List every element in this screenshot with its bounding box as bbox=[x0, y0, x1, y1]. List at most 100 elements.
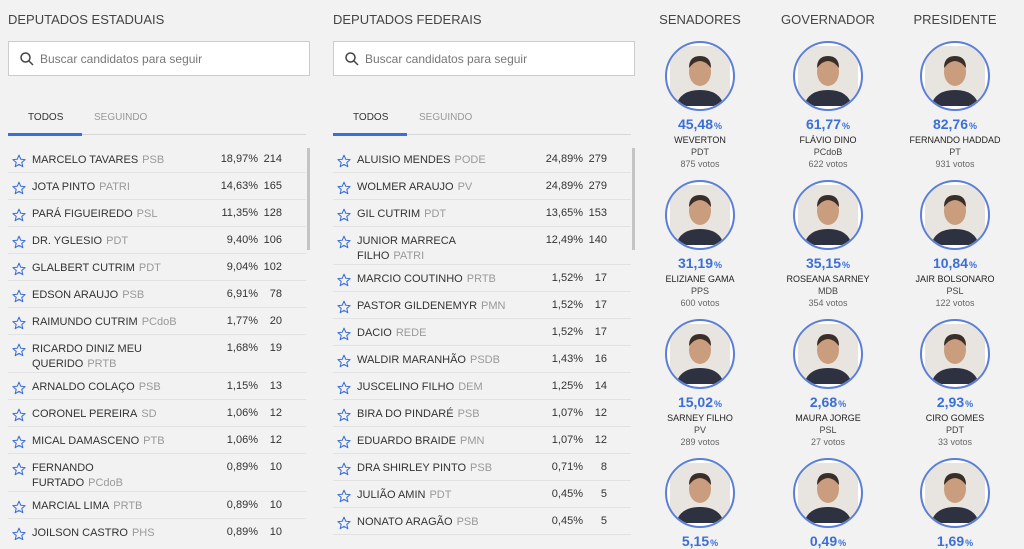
candidate-card[interactable]: 31,19% ELIZIANE GAMA PPS 600 votos bbox=[640, 180, 760, 308]
candidate-card[interactable]: 5,15% bbox=[640, 458, 760, 549]
candidate-name: JULIÃO AMIN bbox=[357, 489, 426, 501]
search-box[interactable]: Buscar candidatos para seguir bbox=[333, 41, 635, 76]
star-icon[interactable] bbox=[337, 408, 351, 422]
tab[interactable]: SEGUINDO bbox=[419, 112, 473, 123]
candidate-cell: PASTOR GILDENEMYR PMN bbox=[357, 299, 507, 314]
star-icon[interactable] bbox=[12, 154, 26, 168]
candidate-votes: 128 bbox=[263, 207, 282, 219]
candidate-name: JUNIOR MARRECA FILHO bbox=[357, 235, 456, 262]
star-icon[interactable] bbox=[12, 343, 26, 357]
candidate-cell: MICAL DAMASCENO PTB bbox=[32, 434, 182, 449]
candidate-percent: 1,77% bbox=[226, 315, 258, 327]
candidate-cell: MARCELO TAVARES PSB bbox=[32, 153, 182, 168]
percent-value: 82,76 bbox=[932, 116, 969, 132]
star-icon[interactable] bbox=[12, 408, 26, 422]
avatar-photo bbox=[925, 463, 985, 523]
star-icon[interactable] bbox=[12, 208, 26, 222]
star-icon[interactable] bbox=[337, 181, 351, 195]
percent-value: 35,15 bbox=[805, 255, 842, 271]
candidate-percent: 1,06% bbox=[226, 434, 258, 446]
candidate-votes: 622 votos bbox=[808, 159, 848, 169]
race-column: GOVERNADOR 61,77% FLÁVIO DINO PCdoB 622 voto… bbox=[768, 0, 888, 549]
candidate-card[interactable]: 82,76% FERNANDO HADDAD PT 931 votos bbox=[895, 41, 1015, 169]
candidate-percent: 1,07% bbox=[551, 407, 583, 419]
candidate-card[interactable]: 1,69% bbox=[895, 458, 1015, 549]
candidate-percent: 1,43% bbox=[551, 353, 583, 365]
candidate-card[interactable]: 35,15% ROSEANA SARNEY MDB 354 votos bbox=[768, 180, 888, 308]
search-box[interactable]: Buscar candidatos para seguir bbox=[8, 41, 310, 76]
candidate-party: PDT bbox=[106, 235, 129, 247]
star-icon[interactable] bbox=[12, 181, 26, 195]
percent-value: 5,15 bbox=[681, 533, 710, 549]
star-icon[interactable] bbox=[12, 235, 26, 249]
star-icon[interactable] bbox=[12, 289, 26, 303]
tab[interactable]: SEGUINDO bbox=[94, 112, 148, 123]
candidate-card[interactable]: 0,49% bbox=[768, 458, 888, 549]
candidate-party: PV bbox=[693, 425, 706, 435]
candidate-name: DRA SHIRLEY PINTO bbox=[357, 462, 467, 474]
star-icon[interactable] bbox=[337, 300, 351, 314]
star-icon[interactable] bbox=[12, 500, 26, 514]
candidate-name: ARNALDO COLAÇO bbox=[32, 381, 135, 393]
candidate-percent: 0,45% bbox=[551, 488, 583, 500]
candidate-votes: 289 votos bbox=[680, 437, 720, 447]
percent-value: 61,77 bbox=[805, 116, 842, 132]
candidate-row: MARCIO COUTINHO PRTB 1,52% 17 bbox=[333, 265, 631, 292]
tab-underline bbox=[333, 133, 407, 136]
star-icon[interactable] bbox=[12, 381, 26, 395]
candidate-card[interactable]: 15,02% SARNEY FILHO PV 289 votos bbox=[640, 319, 760, 447]
candidate-party: PRTB bbox=[113, 500, 143, 512]
star-icon[interactable] bbox=[12, 435, 26, 449]
candidate-card[interactable]: 61,77% FLÁVIO DINO PCdoB 622 votos bbox=[768, 41, 888, 169]
percent-unit: % bbox=[969, 260, 978, 270]
candidate-row: ALUISIO MENDES PODE 24,89% 279 bbox=[333, 146, 631, 173]
avatar-photo bbox=[798, 463, 858, 523]
star-icon[interactable] bbox=[12, 527, 26, 540]
candidate-card[interactable]: 45,48% WEVERTON PDT 875 votos bbox=[640, 41, 760, 169]
avatar bbox=[920, 458, 990, 528]
candidate-row: CORONEL PEREIRA SD 1,06% 12 bbox=[8, 400, 306, 427]
candidate-card[interactable]: 2,68% MAURA JORGE PSL 27 votos bbox=[768, 319, 888, 447]
candidate-party: PDT bbox=[424, 208, 447, 220]
star-icon[interactable] bbox=[337, 462, 351, 476]
avatar-photo bbox=[670, 324, 730, 384]
star-icon[interactable] bbox=[337, 235, 351, 249]
star-icon[interactable] bbox=[337, 435, 351, 449]
candidate-party: PCdoB bbox=[813, 147, 843, 157]
avatar-photo bbox=[798, 185, 858, 245]
star-icon[interactable] bbox=[337, 354, 351, 368]
candidate-name: PARÁ FIGUEIREDO bbox=[32, 208, 133, 220]
candidate-party: PSB bbox=[457, 408, 480, 420]
star-icon[interactable] bbox=[337, 516, 351, 530]
candidate-name: EDSON ARAUJO bbox=[32, 289, 119, 301]
percent-unit: % bbox=[714, 260, 723, 270]
candidate-party: PDT bbox=[138, 262, 161, 274]
star-icon[interactable] bbox=[12, 316, 26, 330]
star-icon[interactable] bbox=[337, 154, 351, 168]
candidate-party: PT bbox=[949, 147, 961, 157]
tab[interactable]: TODOS bbox=[353, 112, 389, 123]
candidate-card[interactable]: 2,93% CIRO GOMES PDT 33 votos bbox=[895, 319, 1015, 447]
percent-value: 2,93 bbox=[936, 394, 965, 410]
star-icon[interactable] bbox=[337, 489, 351, 503]
star-icon[interactable] bbox=[12, 462, 26, 476]
star-icon[interactable] bbox=[337, 381, 351, 395]
star-icon[interactable] bbox=[337, 208, 351, 222]
candidate-party: PSB bbox=[138, 381, 161, 393]
star-icon[interactable] bbox=[337, 273, 351, 287]
candidate-name: CIRO GOMES bbox=[925, 413, 985, 423]
candidate-name: MICAL DAMASCENO bbox=[32, 435, 140, 447]
candidate-cell: JUSCELINO FILHO DEM bbox=[357, 380, 507, 395]
candidate-row: NONATO ARAGÃO PSB 0,45% 5 bbox=[333, 508, 631, 535]
candidate-votes: 10 bbox=[269, 499, 282, 511]
candidate-name: DR. YGLESIO bbox=[32, 235, 103, 247]
star-icon[interactable] bbox=[12, 262, 26, 276]
candidate-name: WOLMER ARAUJO bbox=[357, 181, 454, 193]
star-icon[interactable] bbox=[337, 327, 351, 341]
candidate-row: JOILSON CASTRO PHS 0,89% 10 bbox=[8, 519, 306, 540]
candidate-card[interactable]: 10,84% JAIR BOLSONARO PSL 122 votos bbox=[895, 180, 1015, 308]
candidate-votes: 5 bbox=[600, 488, 607, 500]
tab[interactable]: TODOS bbox=[28, 112, 64, 123]
search-icon bbox=[20, 52, 34, 66]
candidate-party: PSB bbox=[122, 289, 145, 301]
